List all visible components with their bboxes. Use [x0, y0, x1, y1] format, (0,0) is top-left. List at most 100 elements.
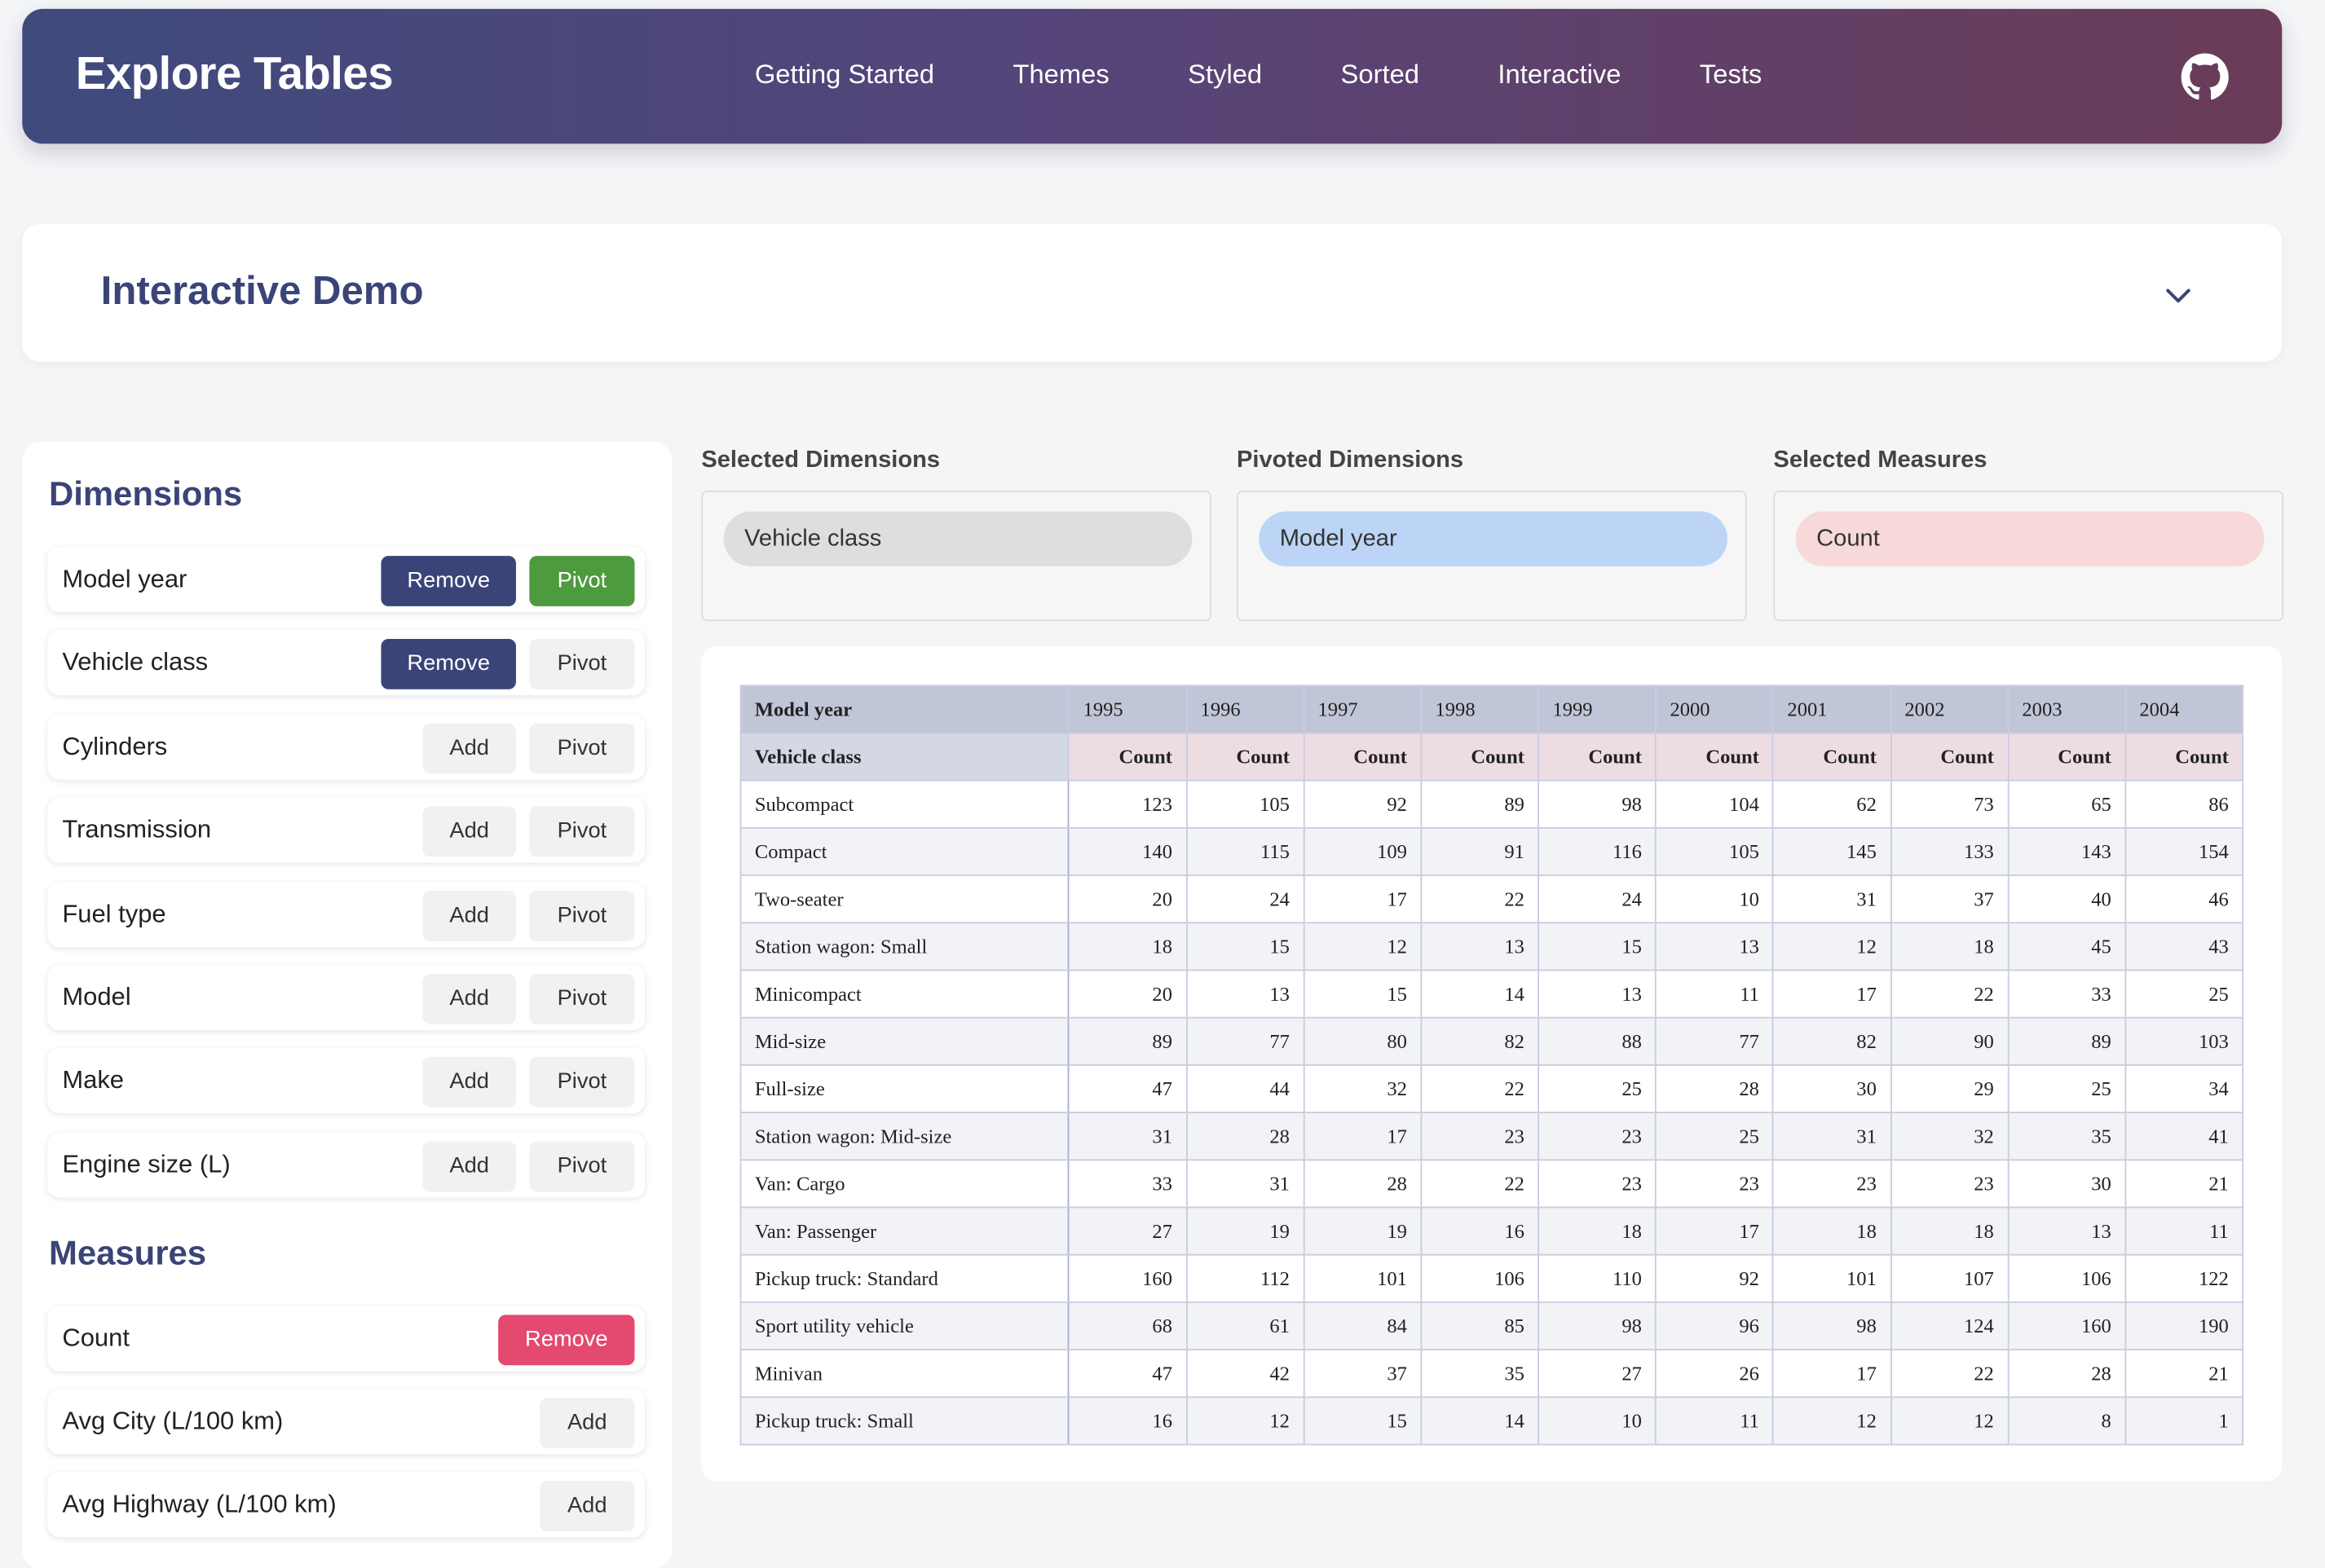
count-cell: 61 [1185, 1301, 1305, 1351]
count-cell: 17 [1655, 1206, 1775, 1256]
count-cell: 15 [1303, 1396, 1423, 1446]
count-cell: 17 [1303, 874, 1423, 924]
count-cell: 32 [1890, 1112, 2010, 1161]
row-label: Van: Cargo [739, 1159, 1070, 1209]
count-cell: 31 [1772, 874, 1892, 924]
count-cell: 12 [1890, 1396, 2010, 1446]
add-button[interactable]: Add [422, 723, 516, 774]
remove-button[interactable]: Remove [381, 638, 516, 689]
row-label: Pickup truck: Small [739, 1396, 1070, 1446]
count-cell: 82 [1420, 1016, 1540, 1066]
nav-tests[interactable]: Tests [1699, 59, 1762, 90]
count-cell: 41 [2124, 1112, 2243, 1161]
nav-sorted[interactable]: Sorted [1340, 59, 1420, 90]
count-cell: 15 [1185, 922, 1305, 971]
row-label: Van: Passenger [739, 1206, 1070, 1256]
add-button[interactable]: Add [422, 1056, 516, 1108]
nav-themes[interactable]: Themes [1012, 59, 1110, 90]
count-cell: 13 [1185, 969, 1305, 1019]
pivot-chip[interactable]: Model year [1259, 511, 1728, 566]
dimension-chip[interactable]: Vehicle class [723, 511, 1193, 566]
selected-dimensions-zone[interactable]: Vehicle class [701, 491, 1212, 622]
pivot-button[interactable]: Pivot [529, 974, 635, 1024]
pivot-button[interactable]: Pivot [529, 556, 635, 606]
year-header: 1998 [1420, 685, 1540, 734]
remove-measure-button[interactable]: Remove [498, 1315, 635, 1366]
remove-button[interactable]: Remove [381, 556, 516, 606]
measure-header: Count [1303, 732, 1423, 782]
count-cell: 90 [1890, 1016, 2010, 1066]
count-cell: 28 [1185, 1112, 1305, 1161]
dimension-row-transmission: Transmission Add Pivot [47, 797, 646, 863]
count-cell: 23 [1538, 1159, 1657, 1209]
measure-label: Avg Highway (L/100 km) [62, 1489, 337, 1518]
row-label: Minicompact [739, 969, 1070, 1019]
count-cell: 116 [1538, 826, 1657, 876]
count-cell: 25 [2007, 1064, 2126, 1113]
row-label: Compact [739, 826, 1070, 876]
count-cell: 10 [1538, 1396, 1657, 1446]
nav-getting-started[interactable]: Getting Started [754, 59, 935, 90]
measure-header: Count [2007, 732, 2126, 782]
count-cell: 22 [1890, 1349, 2010, 1398]
count-cell: 35 [1420, 1349, 1540, 1398]
add-button[interactable]: Add [422, 974, 516, 1024]
count-cell: 107 [1890, 1253, 2010, 1303]
pivoted-dimensions-zone[interactable]: Model year [1236, 491, 1747, 622]
github-icon[interactable] [2181, 53, 2229, 100]
count-cell: 13 [1420, 922, 1540, 971]
count-cell: 68 [1068, 1301, 1188, 1351]
count-cell: 160 [1068, 1253, 1188, 1303]
count-cell: 28 [1655, 1064, 1775, 1113]
count-cell: 23 [1420, 1112, 1540, 1161]
add-measure-button[interactable]: Add [540, 1398, 635, 1449]
nav-interactive[interactable]: Interactive [1498, 59, 1621, 90]
count-cell: 16 [1068, 1396, 1188, 1446]
pivot-button[interactable]: Pivot [529, 723, 635, 774]
row-label: Pickup truck: Standard [739, 1253, 1070, 1303]
pivot-button[interactable]: Pivot [529, 638, 635, 689]
row-label: Mid-size [739, 1016, 1070, 1066]
fields-sidebar: Dimensions Model year Remove Pivot Vehic… [22, 442, 672, 1568]
nav-styled[interactable]: Styled [1188, 59, 1263, 90]
brand-title[interactable]: Explore Tables [75, 47, 394, 99]
count-cell: 13 [2007, 1206, 2126, 1256]
measure-row-avg-city: Avg City (L/100 km) Add [47, 1389, 646, 1455]
count-cell: 92 [1655, 1253, 1775, 1303]
pivot-button[interactable]: Pivot [529, 806, 635, 857]
selected-measures-zone[interactable]: Count [1773, 491, 2284, 622]
add-button[interactable]: Add [422, 806, 516, 857]
count-cell: 21 [2124, 1349, 2243, 1398]
dimension-label: Model year [62, 565, 188, 593]
table-row: Pickup truck: Small 16 12 15 14 10 11 12 12 8 1 [739, 1396, 2243, 1446]
add-measure-button[interactable]: Add [540, 1481, 635, 1531]
dimension-label: Engine size (L) [62, 1150, 231, 1179]
count-cell: 122 [2124, 1253, 2243, 1303]
year-header: 2004 [2124, 685, 2243, 734]
pivot-table-card: Model year 1995 1996 1997 1998 1999 2000 2001 2… [701, 646, 2283, 1482]
count-cell: 12 [1303, 922, 1423, 971]
count-cell: 22 [1420, 1159, 1540, 1209]
count-cell: 17 [1772, 969, 1892, 1019]
interactive-demo-panel[interactable]: Interactive Demo [22, 223, 2283, 362]
pivot-button[interactable]: Pivot [529, 1056, 635, 1108]
measure-chip[interactable]: Count [1795, 511, 2265, 566]
chevron-down-icon[interactable] [2164, 280, 2193, 310]
count-cell: 18 [1890, 1206, 2010, 1256]
count-cell: 22 [1420, 1064, 1540, 1113]
count-cell: 89 [2007, 1016, 2126, 1066]
count-cell: 25 [2124, 969, 2243, 1019]
count-cell: 23 [1772, 1159, 1892, 1209]
count-cell: 143 [2007, 826, 2126, 876]
table-row: Mid-size 89 77 80 82 88 77 82 90 89 103 [739, 1016, 2243, 1066]
add-button[interactable]: Add [422, 1141, 516, 1192]
pivot-button[interactable]: Pivot [529, 1141, 635, 1192]
add-button[interactable]: Add [422, 891, 516, 942]
count-cell: 14 [1420, 1396, 1540, 1446]
pivot-button[interactable]: Pivot [529, 891, 635, 942]
count-cell: 110 [1538, 1253, 1657, 1303]
count-cell: 10 [1655, 874, 1775, 924]
count-cell: 23 [1655, 1159, 1775, 1209]
count-cell: 26 [1655, 1349, 1775, 1398]
dimension-row-model-year: Model year Remove Pivot [47, 547, 646, 613]
